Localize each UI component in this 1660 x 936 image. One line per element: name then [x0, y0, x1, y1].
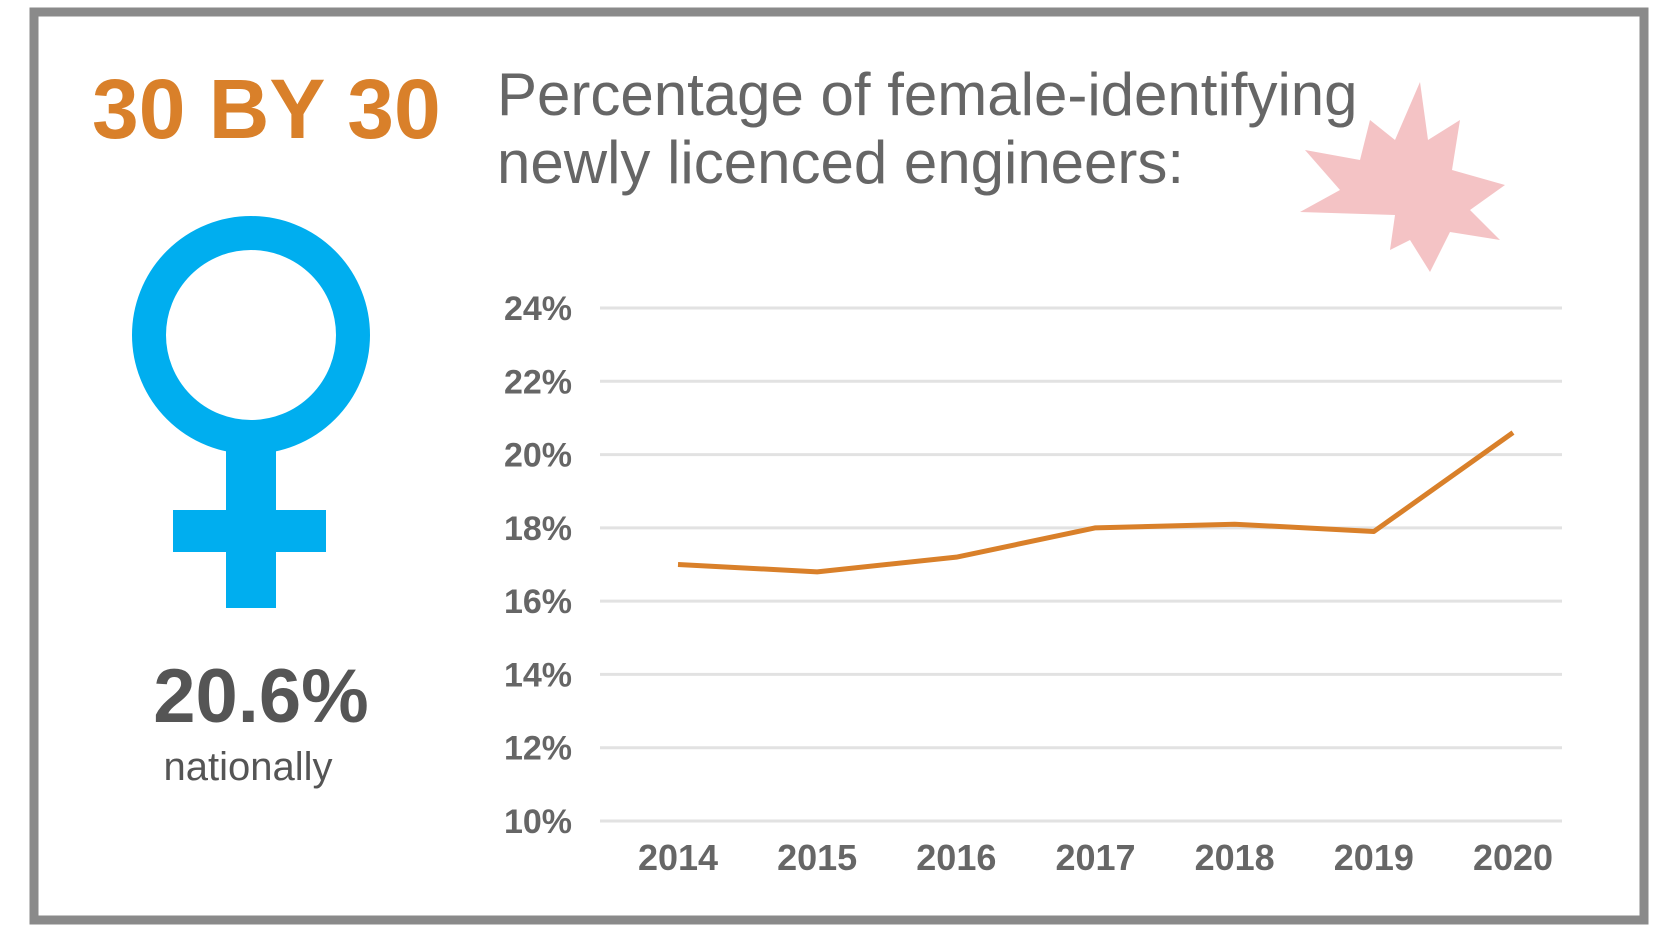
x-tick-label: 2016 [916, 837, 996, 878]
tagline: 30 BY 30 [92, 62, 441, 156]
chart-title: Percentage of female-identifying [497, 61, 1358, 128]
y-tick-label: 10% [504, 803, 572, 841]
x-tick-label: 2017 [1055, 837, 1135, 878]
chart-title: newly licenced engineers: [497, 129, 1184, 196]
stat: 20.6% [153, 654, 369, 739]
x-tick-label: 2015 [777, 837, 857, 878]
infographic: 30 BY 30 Percentage of female-identifyin… [0, 0, 1660, 931]
x-tick-label: 2014 [638, 837, 718, 878]
y-tick-label: 18% [504, 510, 572, 548]
page: 30 BY 30 Percentage of female-identifyin… [0, 0, 1660, 931]
female-symbol-bar [173, 510, 326, 552]
x-tick-label: 2018 [1195, 837, 1275, 878]
x-tick-label: 2019 [1334, 837, 1414, 878]
y-tick-label: 16% [504, 583, 572, 621]
y-tick-label: 12% [504, 730, 572, 768]
y-tick-label: 20% [504, 437, 572, 475]
stat-caption: nationally [163, 745, 332, 789]
x-tick-label: 2020 [1473, 837, 1553, 878]
y-tick-label: 14% [504, 656, 572, 694]
y-tick-label: 24% [504, 290, 572, 328]
y-tick-label: 22% [504, 363, 572, 401]
